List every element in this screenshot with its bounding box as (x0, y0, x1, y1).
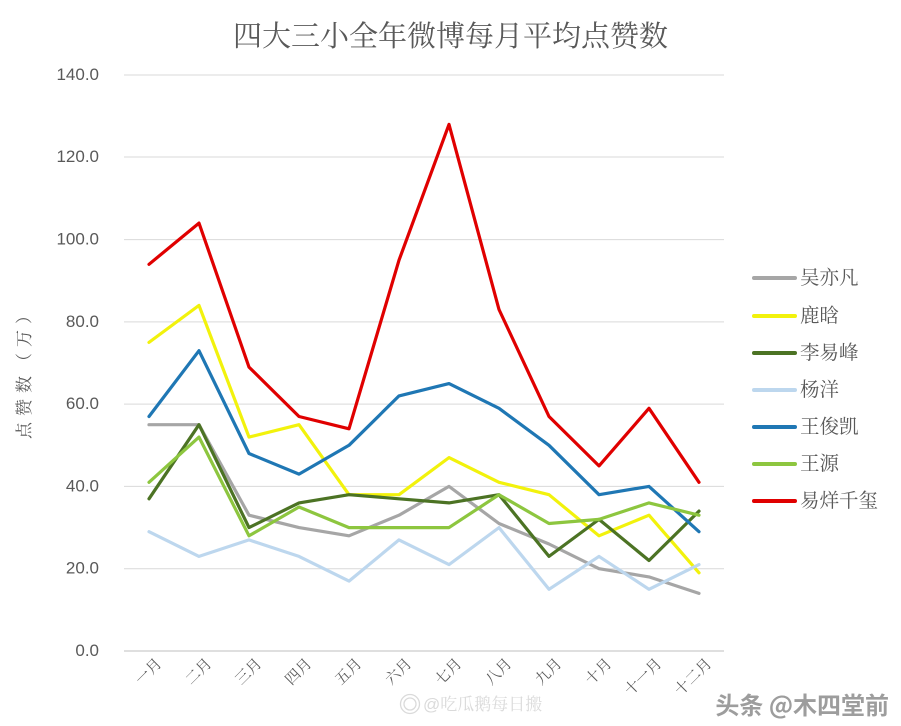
svg-text:王源: 王源 (800, 448, 840, 476)
svg-text:0.0: 0.0 (75, 641, 99, 660)
svg-text:杨洋: 杨洋 (800, 374, 839, 402)
svg-text:140.0: 140.0 (56, 65, 99, 84)
svg-text:吴亦凡: 吴亦凡 (800, 262, 859, 290)
svg-text:120.0: 120.0 (56, 147, 99, 166)
svg-text:三月: 三月 (230, 653, 266, 689)
svg-text:40.0: 40.0 (66, 476, 99, 495)
svg-text:易烊千玺: 易烊千玺 (800, 485, 878, 513)
svg-text:60.0: 60.0 (66, 394, 99, 413)
svg-text:十一月: 十一月 (619, 653, 666, 700)
svg-text:八月: 八月 (480, 653, 516, 689)
svg-text:七月: 七月 (430, 653, 466, 689)
svg-text:九月: 九月 (530, 653, 566, 689)
svg-text:鹿晗: 鹿晗 (800, 300, 839, 328)
svg-text:四月: 四月 (280, 653, 316, 689)
svg-text:100.0: 100.0 (56, 230, 99, 249)
svg-text:一月: 一月 (130, 653, 166, 689)
svg-text:20.0: 20.0 (66, 559, 99, 578)
svg-text:五月: 五月 (330, 653, 366, 689)
svg-text:王俊凯: 王俊凯 (800, 411, 859, 439)
svg-text:六月: 六月 (380, 653, 416, 689)
svg-text:点赞数（万）: 点赞数（万） (10, 301, 35, 439)
svg-text:@吃瓜鹅每日搬: @吃瓜鹅每日搬 (423, 695, 542, 714)
svg-text:十二月: 十二月 (669, 653, 716, 700)
svg-text:李易峰: 李易峰 (800, 337, 859, 365)
svg-text:头条 @木四堂前: 头条 @木四堂前 (715, 686, 889, 721)
svg-text:80.0: 80.0 (66, 312, 99, 331)
svg-text:十月: 十月 (580, 653, 616, 689)
svg-text:二月: 二月 (180, 653, 216, 689)
